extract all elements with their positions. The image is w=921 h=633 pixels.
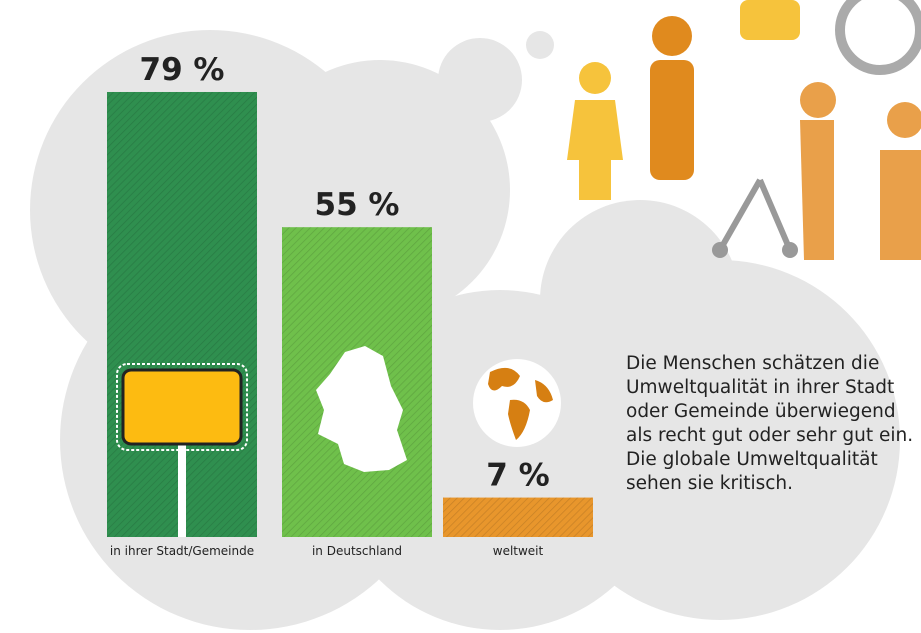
value-label: 55 % bbox=[315, 187, 400, 223]
category-label: in ihrer Stadt/Gemeinde bbox=[110, 544, 254, 558]
town-sign bbox=[121, 368, 243, 446]
people-illustration bbox=[567, 0, 921, 260]
description: Die Menschen schätzen die Umweltqualität… bbox=[626, 353, 914, 494]
value-label: 7 % bbox=[486, 458, 549, 494]
value-label: 79 % bbox=[140, 52, 225, 88]
sign-outline bbox=[116, 363, 248, 451]
globe-land bbox=[488, 367, 553, 440]
germany-map bbox=[316, 346, 407, 472]
category-label: weltweit bbox=[493, 544, 544, 558]
bar-hatch bbox=[443, 497, 593, 537]
category-label: in Deutschland bbox=[312, 544, 402, 558]
sign-post bbox=[178, 445, 186, 537]
